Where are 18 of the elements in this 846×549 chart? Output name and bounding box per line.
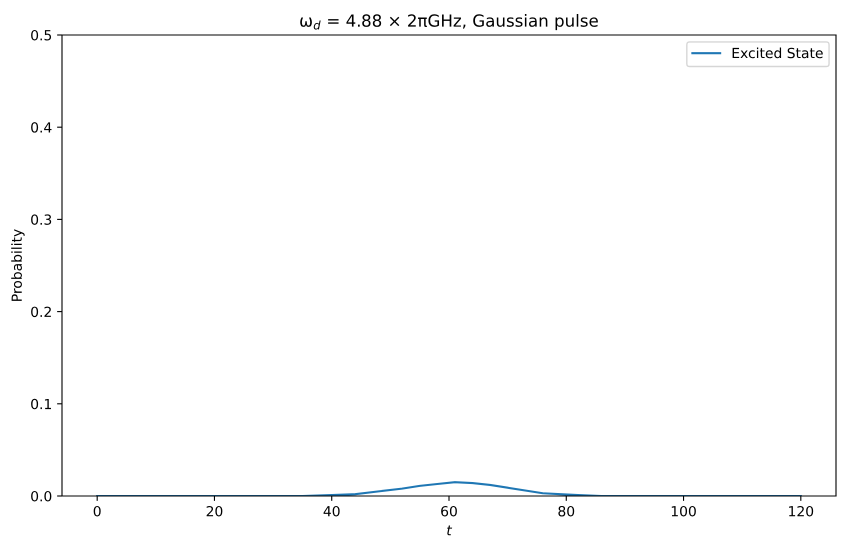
y-tick-label: 0.4 <box>31 122 52 133</box>
y-axis-title: Probability <box>11 229 25 301</box>
y-tick-label: 0.1 <box>31 398 51 410</box>
y-tick-label: 0.2 <box>31 306 51 318</box>
legend-label: Excited State <box>732 48 823 58</box>
line-series <box>96 481 802 496</box>
x-tick-label: 100 <box>672 506 696 516</box>
x-axis-title: t <box>447 526 452 536</box>
x-tick-label: 60 <box>441 506 457 516</box>
chart-title: ω$_{d}$ = 4.88 × 2πGHz, Gaussian pulse <box>300 14 598 30</box>
x-tick-label: 0 <box>94 506 101 516</box>
y-tick-label: 0.0 <box>31 490 52 502</box>
x-tick-label: 40 <box>324 506 340 516</box>
x-tick-label: 120 <box>789 506 814 516</box>
y-tick-label: 0.3 <box>31 214 52 225</box>
x-tick-label: 80 <box>558 506 574 516</box>
y-tick-label: 0.5 <box>31 30 52 40</box>
x-tick-label: 20 <box>206 506 222 516</box>
